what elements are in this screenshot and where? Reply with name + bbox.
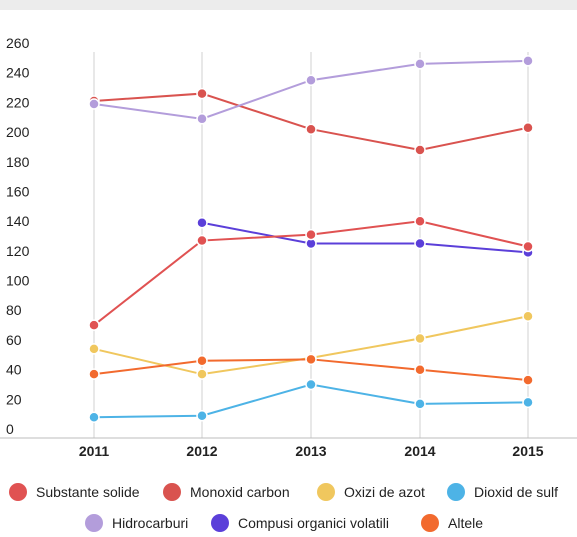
data-point-compusi-organici-volatili-2012 <box>196 216 208 229</box>
data-point-hidrocarburi-2013 <box>305 74 317 86</box>
legend-label-dioxid-de-sulf: Dioxid de sulf <box>474 484 558 500</box>
y-tick-label: 0 <box>6 421 14 437</box>
data-point-series-7-2014 <box>414 215 426 227</box>
legend-marker-dioxid-de-sulf <box>447 483 465 501</box>
legend-marker-altele <box>421 514 439 532</box>
data-point-dioxid-de-sulf-2014 <box>414 398 426 410</box>
x-tick-label: 2015 <box>512 443 543 459</box>
x-tick-label: 2011 <box>79 443 110 459</box>
y-tick-label: 220 <box>6 94 30 110</box>
x-tick-label: 2014 <box>404 443 435 459</box>
data-point-monoxid-carbon-2015 <box>522 121 534 134</box>
y-tick-label: 200 <box>6 124 30 140</box>
data-point-dioxid-de-sulf-2012 <box>196 409 208 422</box>
data-point-series-7-2012 <box>196 234 208 247</box>
legend-marker-monoxid-carbon <box>163 483 181 501</box>
y-tick-label: 120 <box>6 243 30 259</box>
data-point-hidrocarburi-2015 <box>522 55 534 67</box>
data-point-oxizi-de-azot-2015 <box>522 310 534 323</box>
points-layer <box>88 55 534 423</box>
legend-marker-substante-solide <box>9 483 27 501</box>
data-point-oxizi-de-azot-2011 <box>88 343 100 355</box>
data-point-altele-2013 <box>305 353 317 366</box>
y-tick-label: 140 <box>6 213 30 229</box>
y-tick-label: 80 <box>6 302 22 318</box>
y-tick-label: 40 <box>6 362 22 378</box>
x-tick-label: 2013 <box>295 443 326 459</box>
y-tick-label: 20 <box>6 391 22 407</box>
data-point-hidrocarburi-2012 <box>196 113 208 125</box>
legend-label-oxizi-de-azot: Oxizi de azot <box>344 484 425 500</box>
data-point-compusi-organici-volatili-2014 <box>414 237 426 250</box>
data-point-oxizi-de-azot-2012 <box>196 368 208 380</box>
legend-marker-hidrocarburi <box>85 514 103 532</box>
legend-label-compusi-organici-volatili: Compusi organici volatili <box>238 515 389 531</box>
legend-marker-compusi-organici-volatili <box>211 514 229 532</box>
legend-marker-oxizi-de-azot <box>317 483 335 501</box>
y-tick-label: 100 <box>6 273 30 289</box>
series-line-compusi-organici-volatili <box>201 221 529 254</box>
data-point-dioxid-de-sulf-2013 <box>305 378 317 391</box>
data-point-series-7-2013 <box>305 228 317 241</box>
y-tick-label: 260 <box>6 35 30 51</box>
x-tick-label: 2012 <box>186 443 217 459</box>
data-point-hidrocarburi-2014 <box>414 58 426 70</box>
data-point-dioxid-de-sulf-2015 <box>522 396 534 409</box>
data-point-series-7-2011 <box>88 319 100 331</box>
y-tick-label: 180 <box>6 154 30 170</box>
data-point-dioxid-de-sulf-2011 <box>88 411 100 423</box>
legend-label-hidrocarburi: Hidrocarburi <box>112 515 188 531</box>
y-tick-label: 160 <box>6 183 30 199</box>
data-point-altele-2012 <box>196 355 208 367</box>
data-point-monoxid-carbon-2013 <box>305 123 317 135</box>
legend: Substante solide Monoxid carbon Oxizi de a… <box>9 483 558 532</box>
data-point-altele-2014 <box>414 363 426 376</box>
legend-label-monoxid-carbon: Monoxid carbon <box>190 484 290 500</box>
top-bar <box>0 0 577 10</box>
data-point-series-7-2015 <box>522 240 534 253</box>
legend-label-substante-solide: Substante solide <box>36 484 140 500</box>
legend-label-altele: Altele <box>448 515 483 531</box>
data-point-monoxid-carbon-2014 <box>414 144 426 156</box>
y-tick-label: 60 <box>6 332 22 348</box>
data-point-oxizi-de-azot-2014 <box>414 332 426 345</box>
data-point-altele-2015 <box>522 374 534 386</box>
y-tick-label: 240 <box>6 65 30 81</box>
data-point-hidrocarburi-2011 <box>88 98 100 110</box>
axis-layer: 0 20 40 60 80 100 120 140 160 180 200 220 240 260 2011… <box>0 35 577 459</box>
data-point-monoxid-carbon-2012 <box>196 87 208 100</box>
data-point-altele-2011 <box>88 368 100 380</box>
